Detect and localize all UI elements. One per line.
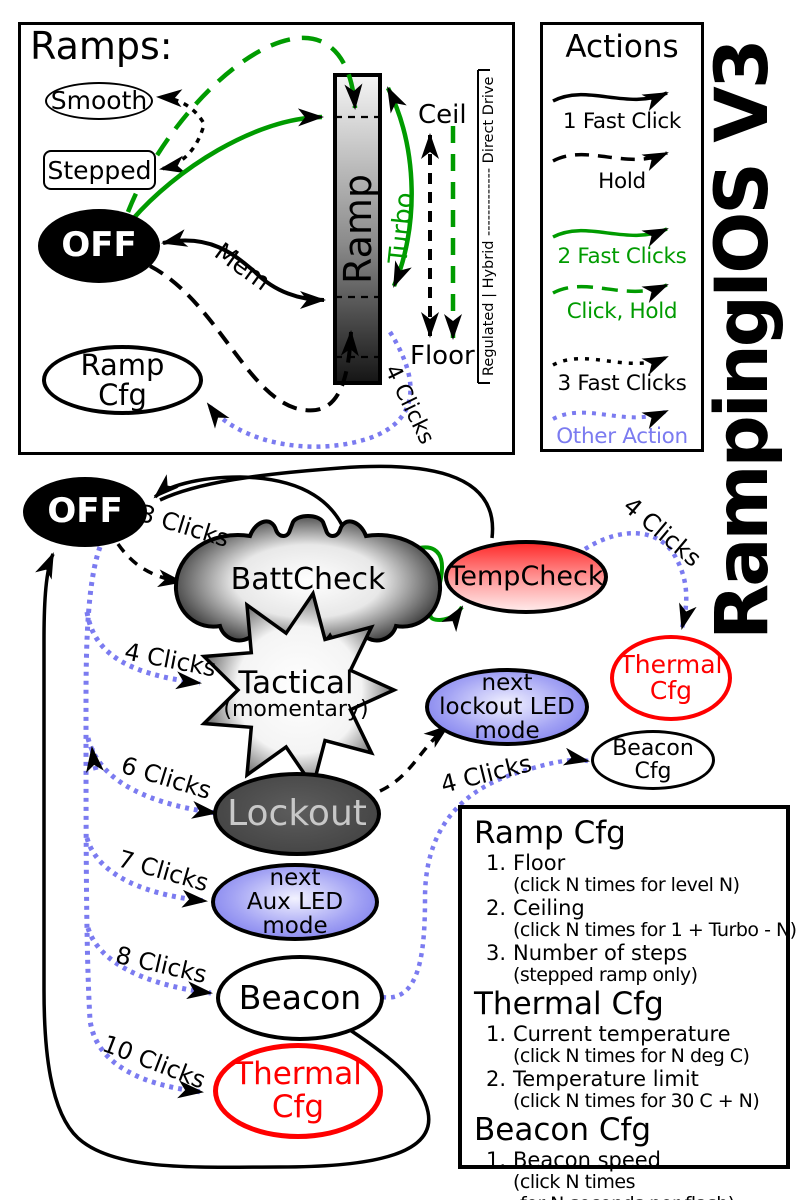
floor-label: Floor: [410, 341, 475, 371]
next-lockout-led-node: next lockout LED mode: [425, 668, 589, 746]
smooth-ramp-node: Smooth: [45, 82, 153, 120]
action-label-3-fast-clicks: 3 Fast Clicks: [557, 371, 687, 396]
beacon-node: Beacon: [216, 955, 384, 1041]
action-label-other-action: Other Action: [556, 424, 688, 449]
config-item: 1. Floor (click N times for level N): [485, 851, 740, 896]
actions-panel-title: Actions: [565, 29, 679, 65]
star-icon: [200, 589, 399, 791]
blue-dotted-arrow-icon: [552, 409, 669, 429]
config-heading-thermal: Thermal Cfg: [474, 986, 664, 1022]
config-item: 1. Current temperature (click N times fo…: [485, 1022, 750, 1067]
config-item: 1. Beacon speed (click N times for N sec…: [485, 1148, 735, 1200]
config-item: 3. Number of steps (stepped ramp only): [485, 941, 698, 986]
solid-arrow-icon: [552, 91, 669, 111]
tempcheck-node: TempCheck: [444, 540, 608, 614]
thermal-cfg-node-right: Thermal Cfg: [610, 635, 732, 721]
off-node-top: OFF: [38, 209, 160, 283]
green-dashed-arrow-icon: [552, 283, 669, 303]
battcheck-node: BattCheck: [230, 562, 386, 597]
ramp-cfg-node: Ramp Cfg: [42, 345, 203, 415]
config-panel: Ramp Cfg 1. Floor (click N times for lev…: [458, 805, 797, 1200]
config-heading-ramp: Ramp Cfg: [474, 815, 626, 851]
lockout-node: Lockout: [213, 772, 381, 856]
beacon-cfg-node: Beacon Cfg: [591, 730, 715, 790]
action-label-1-fast-click: 1 Fast Click: [562, 109, 682, 134]
action-label-hold: Hold: [598, 169, 646, 194]
ramps-panel-title: Ramps:: [30, 24, 173, 68]
tactical-node: Tactical (momentary): [223, 665, 369, 722]
stepped-ramp-node: Stepped: [43, 150, 156, 190]
thermal-cfg-node-bottom: Thermal Cfg: [213, 1043, 383, 1139]
next-aux-led-node: next Aux LED mode: [211, 863, 379, 941]
config-item: 2. Ceiling (click N times for 1 + Turbo …: [485, 896, 797, 941]
dotted-arrow-icon: [552, 355, 669, 375]
ramp-bar-label: Ramp: [335, 174, 380, 284]
regulation-label: Regulated | Hybrid ------------- Direct …: [481, 76, 497, 377]
config-heading-beacon: Beacon Cfg: [474, 1112, 652, 1148]
dashed-arrow-icon: [552, 151, 669, 171]
app-title: RampingIOS V3: [700, 41, 785, 640]
actions-panel: Actions 1 Fast Click Hold 2 Fast Clicks …: [540, 22, 704, 452]
green-solid-arrow-icon: [552, 227, 669, 247]
action-label-2-fast-clicks: 2 Fast Clicks: [557, 244, 687, 269]
action-label-click-hold: Click, Hold: [566, 299, 678, 324]
off-node: OFF: [23, 477, 147, 547]
config-item: 2. Temperature limit (click N times for …: [485, 1067, 760, 1112]
ceil-label: Ceil: [418, 100, 467, 130]
